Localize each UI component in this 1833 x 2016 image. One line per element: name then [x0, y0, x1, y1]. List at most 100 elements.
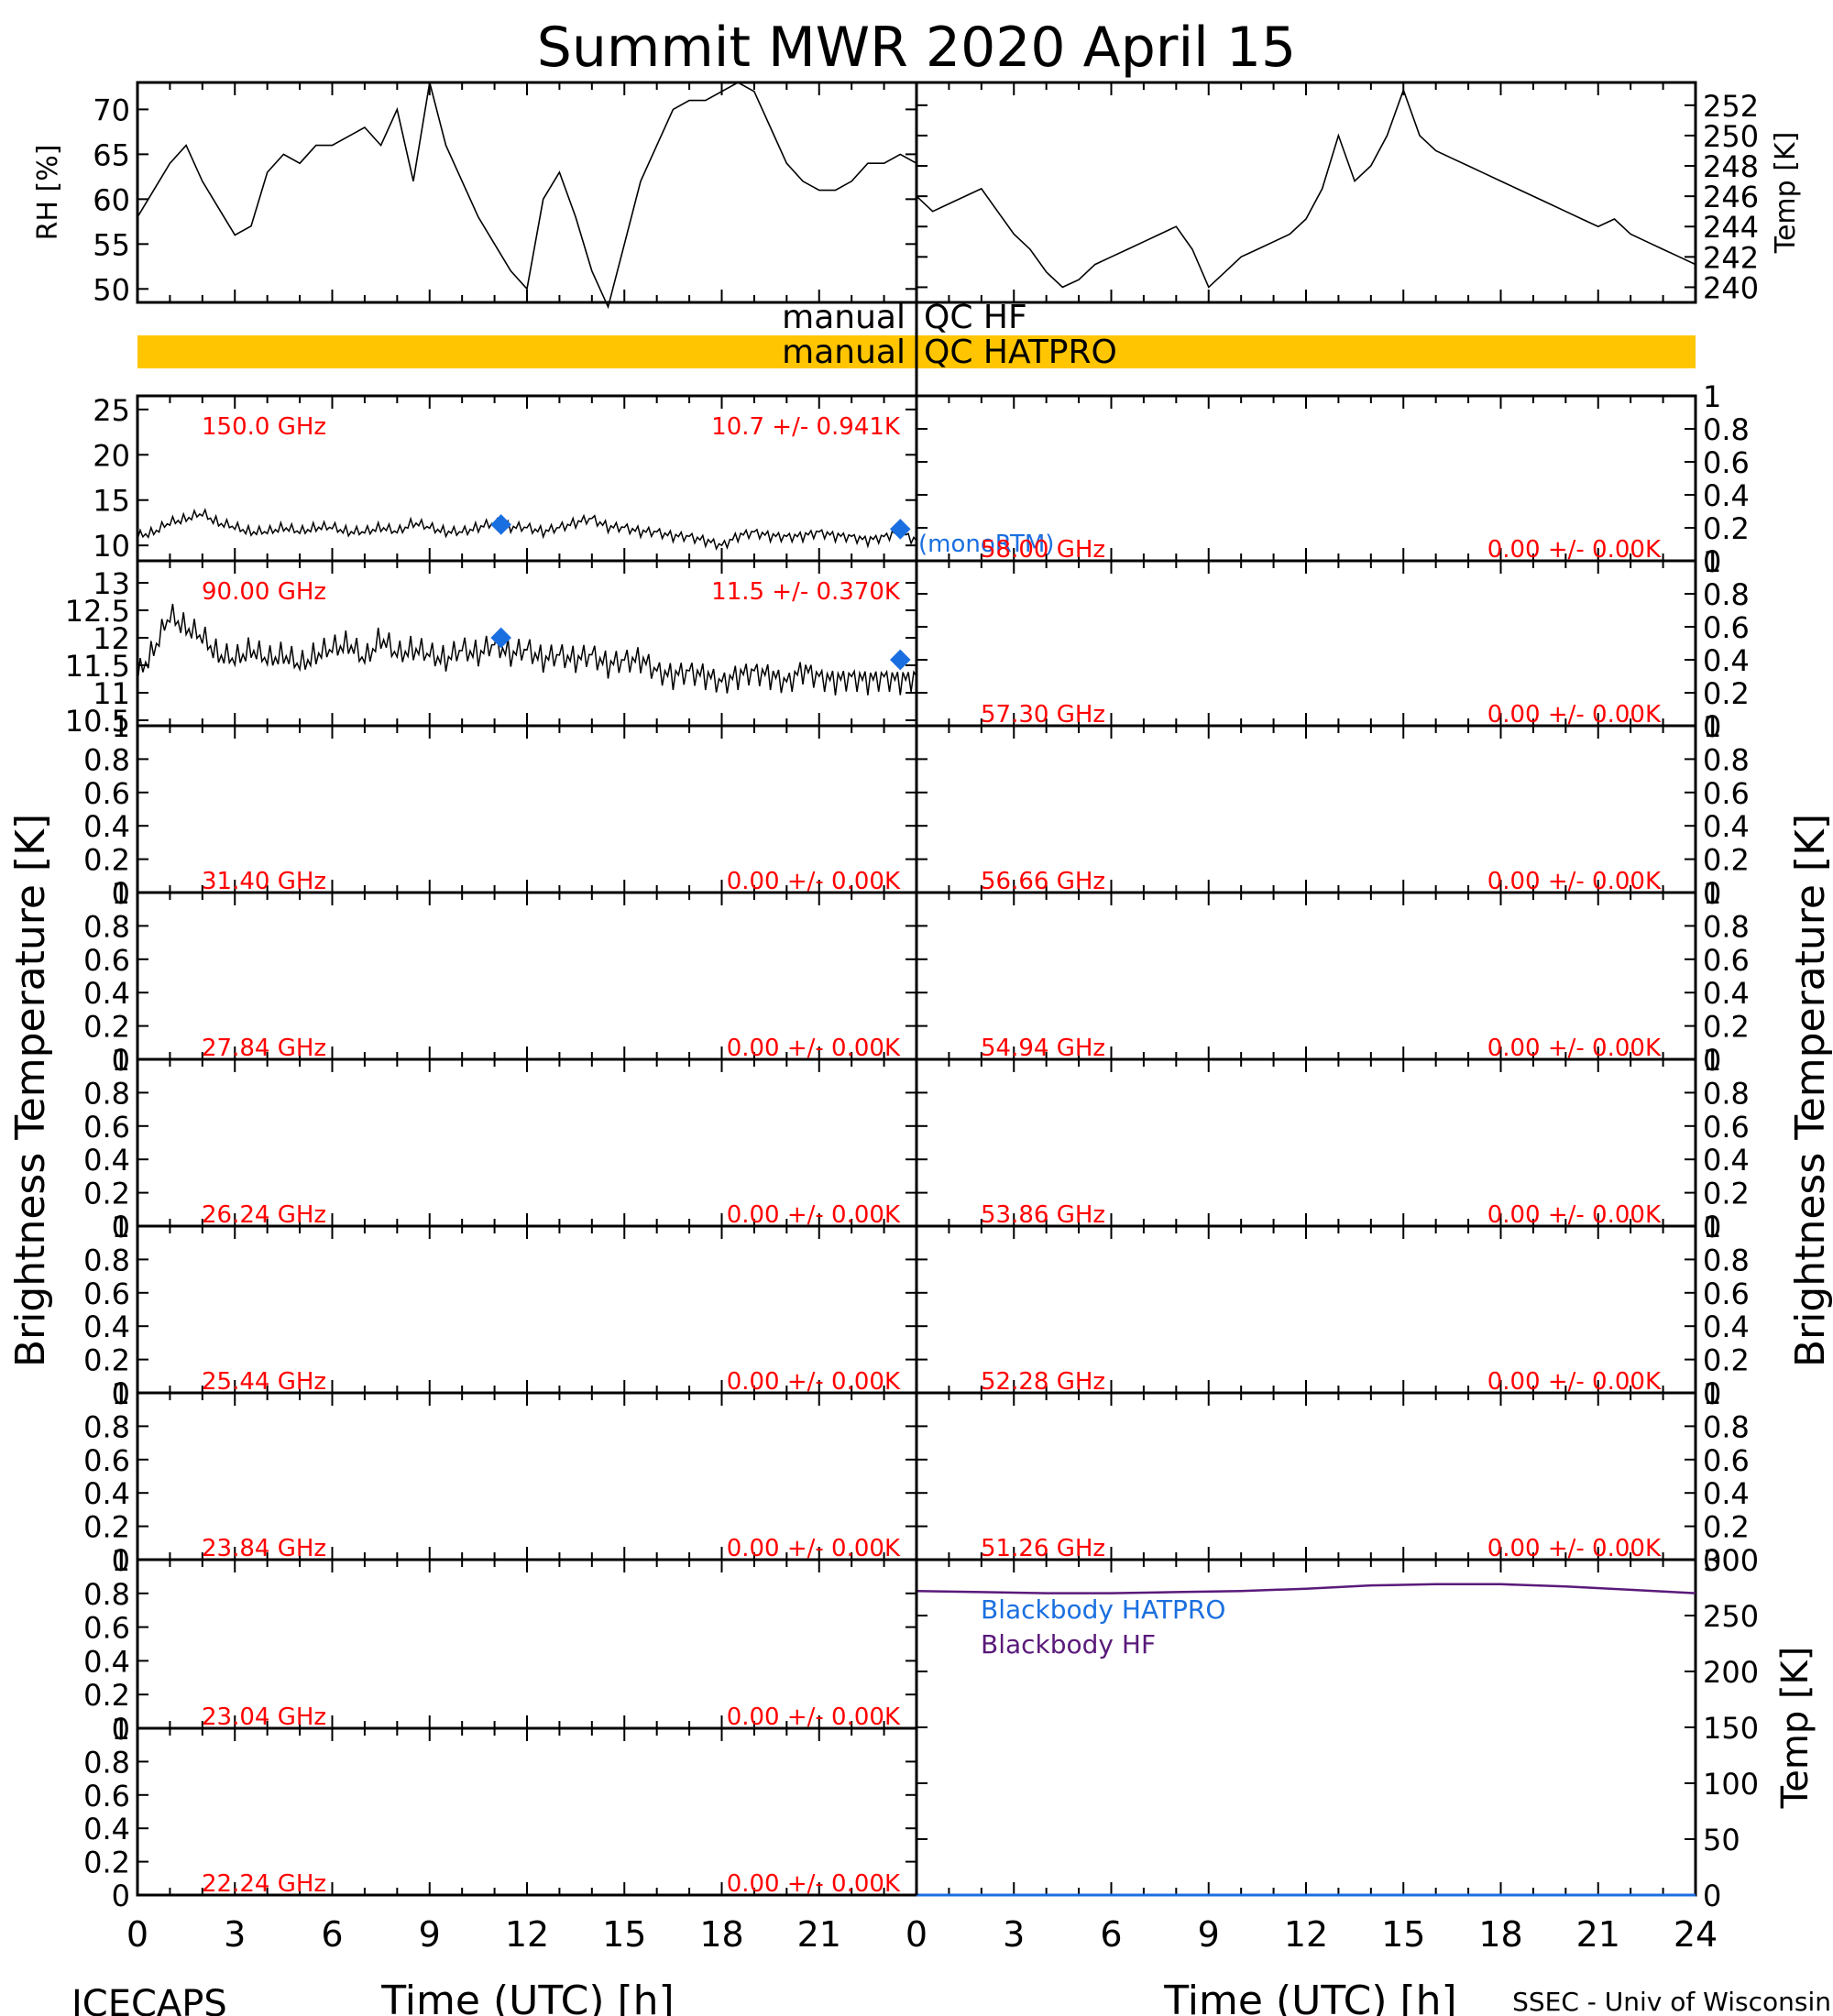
- tb31-panel-ytick-label: 0.8: [83, 742, 130, 777]
- x-tick-label-left: 0: [126, 1914, 148, 1955]
- tb150-model-point: [889, 519, 911, 540]
- tb54-panel-ytick-label: 0.6: [1703, 943, 1750, 978]
- tb51-panel-ytick-label: 0.8: [1703, 1409, 1750, 1444]
- tb90-panel-ytick-label: 12.5: [65, 594, 130, 629]
- tb56-panel-ytick-label: 0.4: [1703, 809, 1750, 844]
- x-tick-label-right: 12: [1284, 1914, 1328, 1955]
- tb51-panel-ytick-label: 0.2: [1703, 1510, 1750, 1545]
- tb58-panel-ytick-label: 0.6: [1703, 445, 1750, 480]
- tb27-channel-label: 27.84 GHz: [202, 1035, 326, 1062]
- tb26-stat-label: 0.00 +/- 0.00K: [727, 1201, 901, 1229]
- bb-hf-line: [916, 1583, 1696, 1594]
- tb22-channel-label: 22.24 GHz: [202, 1870, 326, 1898]
- tb54-panel-ytick-label: 0.2: [1703, 1010, 1750, 1045]
- x-tick-label-left: 3: [224, 1914, 246, 1955]
- tb26-channel-label: 26.24 GHz: [202, 1201, 326, 1229]
- rh-panel-ytick-label: 50: [93, 272, 130, 307]
- tb53-panel-ytick-label: 0.4: [1703, 1143, 1750, 1178]
- x-tick-label-right: 21: [1576, 1914, 1620, 1955]
- tb52-panel-ytick-label: 0.2: [1703, 1343, 1750, 1378]
- bb-panel-ytick-label: 250: [1703, 1599, 1759, 1634]
- tb25-channel-label: 25.44 GHz: [202, 1368, 326, 1396]
- tb51-panel-ytick-label: 1: [1703, 1376, 1721, 1411]
- tb23a-stat-label: 0.00 +/- 0.00K: [727, 1535, 901, 1562]
- tb53-panel-ytick-label: 0.6: [1703, 1110, 1750, 1145]
- tb52-panel-ytick-label: 1: [1703, 1210, 1721, 1244]
- left-y-axis-label: Brightness Temperature [K]: [7, 814, 54, 1367]
- x-tick-label-right: 15: [1381, 1914, 1425, 1955]
- tb90-panel-ytick-label: 11.5: [65, 649, 130, 684]
- tb53-panel-ytick-label: 1: [1703, 1043, 1721, 1078]
- bb-panel-ytick-label: 50: [1703, 1823, 1740, 1857]
- tb150-model-point: [490, 514, 511, 535]
- temp-y-axis-label: Temp [K]: [1770, 132, 1802, 255]
- x-tick-label-right: 3: [1003, 1914, 1025, 1955]
- x-tick-label-right: 0: [906, 1914, 927, 1955]
- temp-panel-ytick-label: 250: [1703, 119, 1759, 154]
- rh-line: [137, 82, 917, 310]
- tb26-panel-ytick-label: 0.4: [83, 1143, 130, 1178]
- tb23b-panel-ytick-label: 0: [112, 1712, 130, 1747]
- tb150-panel-ytick-label: 15: [93, 484, 130, 519]
- tb22-panel-ytick-label: 1: [112, 1712, 130, 1747]
- tb51-panel-ytick-label: 0.4: [1703, 1476, 1750, 1511]
- tb27-panel-ytick-label: 0.4: [83, 976, 130, 1011]
- tb27-stat-label: 0.00 +/- 0.00K: [727, 1035, 901, 1062]
- tb57-panel-ytick-label: 0.6: [1703, 610, 1750, 645]
- tb22-stat-label: 0.00 +/- 0.00K: [727, 1870, 901, 1898]
- qc-hf-label-left: manual: [782, 299, 906, 336]
- tb90-panel-ytick-label: 11: [93, 676, 130, 711]
- x-axis-label-left: Time (UTC) [h]: [380, 1978, 674, 2016]
- bb-panel-ytick-label: 100: [1703, 1767, 1759, 1802]
- tb51-stat-label: 0.00 +/- 0.00K: [1487, 1535, 1662, 1562]
- tb23b-panel-ytick-label: 0.6: [83, 1611, 130, 1646]
- tb150-line: [137, 508, 917, 551]
- x-tick-label-right: 9: [1198, 1914, 1220, 1955]
- tb58-panel-ytick-label: 0.8: [1703, 412, 1750, 447]
- tb54-panel-ytick-label: 1: [1703, 876, 1721, 911]
- tb56-panel-ytick-label: 1: [1703, 709, 1721, 744]
- rh-panel-ytick-label: 60: [93, 182, 130, 217]
- tb57-panel-ytick-label: 0.4: [1703, 643, 1750, 678]
- tb56-panel-ytick-label: 0.6: [1703, 776, 1750, 811]
- tb52-panel-ytick-label: 0.8: [1703, 1243, 1750, 1277]
- tb58-panel-ytick-label: 0.4: [1703, 478, 1750, 513]
- tb52-channel-label: 52.28 GHz: [981, 1368, 1105, 1396]
- qc-hatpro-label-left: manual: [782, 334, 906, 371]
- tb27-panel-ytick-label: 1: [112, 876, 130, 911]
- tb22-panel-ytick-label: 0.6: [83, 1779, 130, 1813]
- temp-panel-ytick-label: 252: [1703, 89, 1759, 124]
- tb90-panel-ytick-label: 13: [93, 566, 130, 601]
- tb90-model-point: [889, 649, 911, 671]
- tb54-stat-label: 0.00 +/- 0.00K: [1487, 1035, 1662, 1062]
- x-tick-label-left: 18: [699, 1914, 743, 1955]
- tb25-panel-ytick-label: 1: [112, 1210, 130, 1244]
- tb22-panel-ytick-label: 0.8: [83, 1745, 130, 1780]
- tb25-panel-ytick-label: 0.4: [83, 1309, 130, 1344]
- tb52-stat-label: 0.00 +/- 0.00K: [1487, 1368, 1662, 1396]
- tb27-panel-ytick-label: 0.8: [83, 909, 130, 944]
- x-axis-label-right: Time (UTC) [h]: [1163, 1978, 1456, 2016]
- bb-panel-ytick-label: 300: [1703, 1543, 1759, 1578]
- tb57-panel-ytick-label: 0.2: [1703, 676, 1750, 711]
- bb-y-axis-label: Temp [K]: [1774, 1647, 1817, 1810]
- tb26-panel-ytick-label: 0: [112, 1210, 130, 1244]
- tb25-panel-ytick-label: 0: [112, 1376, 130, 1411]
- tb53-panel-ytick-label: 0.2: [1703, 1177, 1750, 1211]
- tb22-panel-ytick-label: 0.4: [83, 1812, 130, 1846]
- tb54-panel-ytick-label: 0: [1703, 1043, 1721, 1078]
- tb23b-panel-ytick-label: 0.2: [83, 1678, 130, 1713]
- tb26-panel-ytick-label: 0.8: [83, 1076, 130, 1111]
- tb23a-panel-ytick-label: 1: [112, 1376, 130, 1411]
- temp-panel-ytick-label: 244: [1703, 210, 1759, 245]
- tb150-model-label: (monoRTM): [918, 531, 1054, 558]
- tb27-panel-ytick-label: 0.2: [83, 1010, 130, 1045]
- tb53-panel-ytick-label: 0: [1703, 1210, 1721, 1244]
- tb27-panel-ytick-label: 0.6: [83, 943, 130, 978]
- tb31-panel-ytick-label: 0.6: [83, 776, 130, 811]
- bb-panel-ytick-label: 0: [1703, 1879, 1721, 1913]
- tb57-stat-label: 0.00 +/- 0.00K: [1487, 701, 1662, 729]
- x-tick-label-left: 6: [321, 1914, 343, 1955]
